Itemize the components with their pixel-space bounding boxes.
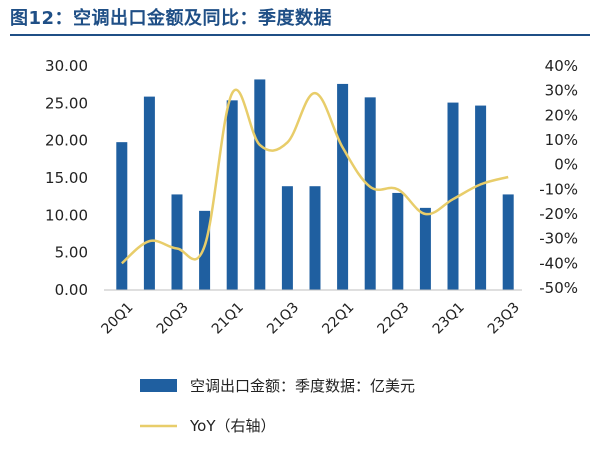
bar-21Q1 xyxy=(226,100,238,290)
y-right-tick-label: 0% xyxy=(554,156,578,174)
bar-22Q1 xyxy=(337,83,349,290)
bar-21Q4 xyxy=(309,186,321,290)
x-tick-label: 20Q1 xyxy=(99,299,137,337)
y-right-tick-label: 30% xyxy=(545,82,578,100)
y-right-tick-label: 40% xyxy=(545,57,578,75)
y-right-tick-label: -40% xyxy=(539,254,578,272)
bar-23Q3 xyxy=(502,194,514,290)
y-right-tick-label: -20% xyxy=(539,205,578,223)
chart-title: 图12：空调出口金额及同比：季度数据 xyxy=(10,8,333,29)
y-left-tick-label: 30.00 xyxy=(45,57,88,75)
x-tick-label: 22Q3 xyxy=(375,299,413,337)
bar-20Q2 xyxy=(143,96,155,290)
y-right-tick-label: -30% xyxy=(539,230,578,248)
y-left-tick-label: 10.00 xyxy=(45,206,88,224)
legend-bar-swatch xyxy=(140,379,177,392)
bar-23Q2 xyxy=(475,105,487,290)
x-tick-label: 21Q3 xyxy=(264,299,302,337)
bar-22Q3 xyxy=(392,192,404,290)
legend-line-label: YoY（右轴） xyxy=(189,417,276,435)
y-left-tick-label: 25.00 xyxy=(45,94,88,112)
y-right-tick-label: -50% xyxy=(539,279,578,297)
y-right-tick-label: 20% xyxy=(545,106,578,124)
x-tick-label: 21Q1 xyxy=(209,299,247,337)
y-right-tick-label: -10% xyxy=(539,180,578,198)
y-right-tick-label: 10% xyxy=(545,131,578,149)
bar-23Q1 xyxy=(447,102,459,290)
y-left-tick-label: 0.00 xyxy=(55,281,88,299)
x-tick-label: 23Q3 xyxy=(485,299,523,337)
title-underline xyxy=(10,34,590,36)
y-left-tick-label: 20.00 xyxy=(45,132,88,150)
bar-20Q1 xyxy=(116,142,128,290)
bar-21Q2 xyxy=(254,79,266,290)
bar-20Q4 xyxy=(199,210,211,290)
bar-20Q3 xyxy=(171,194,183,290)
y-left-tick-label: 15.00 xyxy=(45,169,88,187)
x-tick-label: 22Q1 xyxy=(319,299,357,337)
bar-22Q2 xyxy=(364,97,376,290)
x-tick-label: 20Q3 xyxy=(154,299,192,337)
bar-22Q4 xyxy=(419,207,431,290)
x-tick-label: 23Q1 xyxy=(430,299,468,337)
yoy-line xyxy=(120,88,509,265)
y-left-tick-label: 5.00 xyxy=(55,244,88,262)
legend-bar-label: 空调出口金额：季度数据：亿美元 xyxy=(190,377,415,395)
bar-21Q3 xyxy=(281,186,293,290)
